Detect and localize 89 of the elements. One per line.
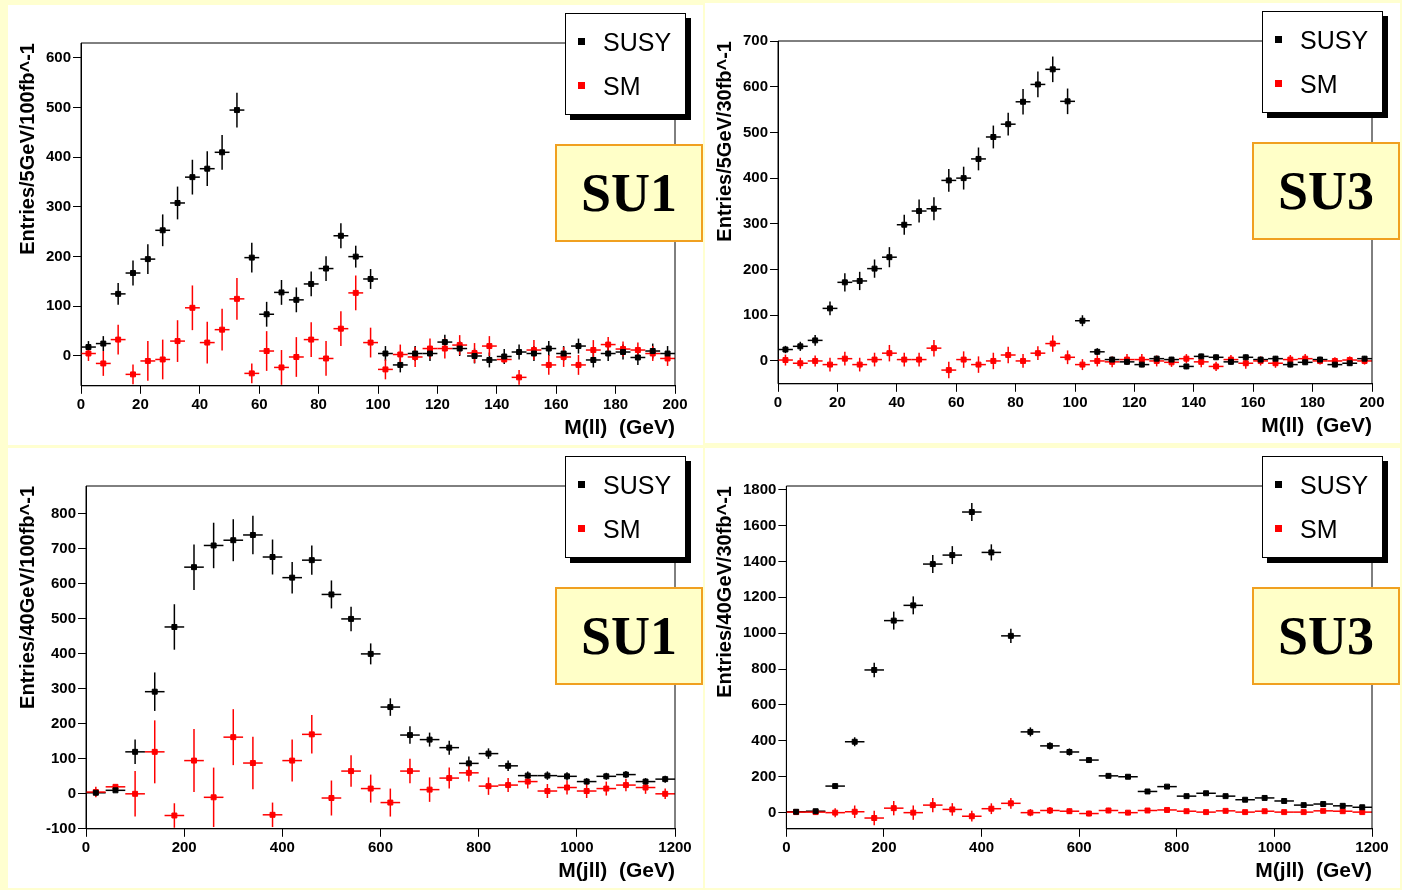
x-tick-label: 0	[782, 837, 791, 855]
x-tick-label: 160	[543, 394, 569, 412]
x-tick-label: 180	[1300, 392, 1326, 410]
y-tick-label: 300	[46, 197, 72, 215]
legend-label: SUSY	[602, 27, 672, 58]
x-axis-title: M(ll) (GeV)	[1261, 413, 1372, 437]
y-tick-label: 300	[50, 679, 77, 697]
x-tick-label: 160	[1240, 392, 1266, 410]
y-tick-label: 0	[768, 802, 777, 820]
x-axis-title: M(jll) (GeV)	[1255, 858, 1372, 882]
annotation: SU3	[1252, 142, 1400, 241]
x-tick-label: 180	[603, 394, 629, 412]
y-tick-label: 200	[751, 766, 777, 784]
y-tick-label: -100	[45, 818, 77, 836]
y-tick-label: 1200	[742, 587, 777, 605]
x-tick-label: 80	[310, 394, 327, 412]
x-tick-label: 20	[132, 394, 149, 412]
x-tick-label: 200	[171, 837, 197, 855]
y-tick-label: 0	[759, 351, 769, 369]
x-tick-label: 20	[829, 392, 846, 410]
legend-label: SM	[1299, 514, 1339, 545]
legend-label: SUSY	[602, 470, 672, 501]
x-tick-label: 600	[368, 837, 394, 855]
x-tick-label: 120	[1121, 392, 1147, 410]
annotation: SU1	[555, 587, 703, 686]
x-tick-label: 400	[969, 837, 995, 855]
x-tick-label: 200	[871, 837, 897, 855]
x-tick-label: 40	[888, 392, 906, 410]
x-tick-label: 100	[1062, 392, 1088, 410]
y-tick-label: 100	[743, 305, 769, 323]
y-tick-label: 500	[50, 609, 77, 627]
y-tick-label: 1400	[742, 551, 777, 569]
legend-label: SM	[602, 71, 642, 102]
legend-label: SM	[602, 514, 642, 545]
x-tick-label: 600	[1066, 837, 1092, 855]
y-tick-label: 400	[751, 731, 777, 748]
x-tick-label: 200	[662, 394, 688, 412]
y-tick-label: 600	[743, 76, 769, 94]
legend-label: SM	[1299, 69, 1339, 100]
y-tick-label: 0	[62, 346, 72, 364]
y-tick-label: 400	[50, 644, 77, 662]
y-axis-title: Entries/5GeV/30fb^-1	[712, 41, 735, 242]
y-tick-label: 500	[743, 122, 769, 140]
x-tick-label: 800	[1164, 837, 1190, 855]
y-tick-label: 600	[46, 48, 72, 66]
y-tick-label: 100	[46, 296, 72, 314]
y-tick-label: 500	[46, 97, 72, 115]
x-tick-label: 1000	[560, 837, 594, 855]
y-tick-label: 400	[46, 147, 72, 165]
x-tick-label: 60	[250, 394, 268, 412]
y-tick-label: 400	[743, 168, 769, 186]
y-tick-label: 800	[50, 504, 77, 522]
y-axis-title: Entries/40GeV/100fb^-1	[15, 486, 38, 709]
y-tick-label: 600	[751, 695, 777, 713]
y-tick-label: 700	[50, 539, 77, 557]
x-tick-label: 1000	[1257, 837, 1292, 855]
x-tick-label: 400	[269, 837, 295, 855]
y-axis-title: Entries/40GeV/30fb^-1	[712, 486, 735, 698]
y-tick-label: 700	[743, 31, 769, 49]
x-tick-label: 140	[484, 394, 510, 412]
y-axis-title: Entries/5GeV/100fb^-1	[15, 43, 38, 255]
legend-label: SUSY	[1299, 25, 1369, 56]
y-tick-label: 200	[46, 246, 72, 264]
y-tick-label: 300	[743, 213, 769, 231]
x-tick-label: 100	[365, 394, 391, 412]
x-tick-label: 800	[466, 837, 492, 855]
y-tick-label: 1600	[742, 515, 777, 533]
y-tick-label: 200	[50, 714, 77, 731]
x-tick-label: 40	[191, 394, 209, 412]
annotation: SU1	[555, 144, 703, 243]
y-tick-label: 1000	[742, 623, 777, 641]
x-tick-label: 1200	[1355, 837, 1389, 855]
x-tick-label: 0	[81, 837, 91, 855]
y-tick-label: 200	[743, 259, 769, 277]
x-axis-title: M(ll) (GeV)	[564, 415, 675, 439]
x-tick-label: 200	[1359, 392, 1385, 410]
y-tick-label: 0	[67, 783, 77, 801]
x-axis-title: M(jll) (GeV)	[558, 858, 675, 882]
y-tick-label: 800	[751, 659, 777, 677]
x-tick-label: 140	[1181, 392, 1207, 410]
y-tick-label: 1800	[742, 479, 777, 497]
y-tick-label: 600	[50, 574, 77, 592]
x-tick-label: 1200	[658, 837, 692, 855]
legend-label: SUSY	[1299, 470, 1369, 501]
x-tick-label: 120	[424, 394, 450, 412]
x-tick-label: 60	[947, 392, 965, 410]
y-tick-label: 100	[50, 748, 77, 766]
annotation: SU3	[1252, 587, 1400, 686]
x-tick-label: 80	[1007, 392, 1024, 410]
